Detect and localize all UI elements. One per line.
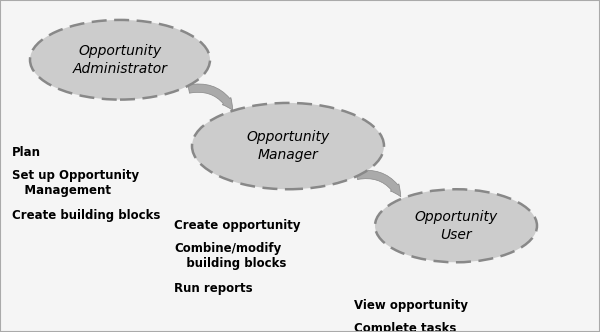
Ellipse shape: [192, 103, 384, 189]
Ellipse shape: [375, 189, 537, 262]
Text: Create building blocks: Create building blocks: [12, 209, 160, 222]
Text: View opportunity: View opportunity: [354, 299, 468, 312]
FancyArrowPatch shape: [356, 170, 401, 197]
Text: Run reports: Run reports: [174, 282, 253, 295]
Text: Opportunity
Manager: Opportunity Manager: [247, 130, 329, 162]
Text: Set up Opportunity
   Management: Set up Opportunity Management: [12, 169, 139, 197]
Text: Opportunity
Administrator: Opportunity Administrator: [73, 43, 167, 76]
Text: Complete tasks: Complete tasks: [354, 322, 457, 332]
FancyArrowPatch shape: [188, 84, 233, 111]
Text: Plan: Plan: [12, 146, 41, 159]
Text: Opportunity
User: Opportunity User: [415, 209, 497, 242]
Text: Combine/modify
   building blocks: Combine/modify building blocks: [174, 242, 286, 270]
Text: Create opportunity: Create opportunity: [174, 219, 301, 232]
Ellipse shape: [30, 20, 210, 100]
